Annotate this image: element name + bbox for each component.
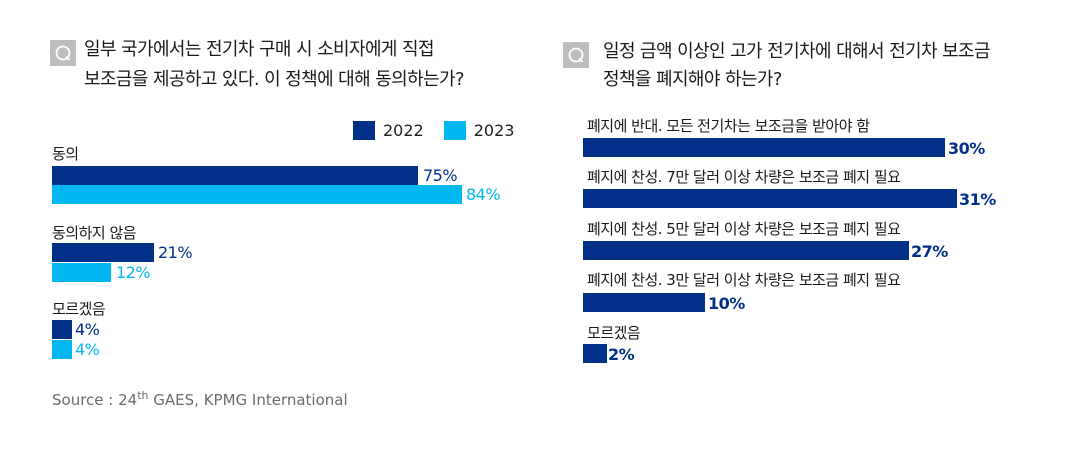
value-agree-2022: 75% <box>423 166 458 185</box>
source-suffix: GAES, KPMG International <box>148 391 348 409</box>
source-prefix: Source : 24 <box>52 391 138 409</box>
q-icon <box>55 45 71 61</box>
value-dont-know: 2% <box>608 345 635 364</box>
value-disagree-2022: 21% <box>158 243 193 262</box>
item-label-dont-know: 모르겠음 <box>587 324 641 342</box>
question-text-line2: 보조금을 제공하고 있다. 이 정책에 대해 동의하는가? <box>84 69 465 90</box>
value-70k: 31% <box>959 190 996 209</box>
value-disagree-2023: 12% <box>116 263 151 282</box>
question-badge <box>563 42 589 68</box>
bar-disagree-2023 <box>52 263 111 282</box>
question-text-line1: 일정 금액 이상인 고가 전기차에 대해서 전기차 보조금 <box>603 41 991 62</box>
value-50k: 27% <box>911 242 948 261</box>
bar-dont-know-2022 <box>52 320 72 339</box>
legend-item-2022: 2022 <box>353 121 424 140</box>
right-chart-panel: 일정 금액 이상인 고가 전기차에 대해서 전기차 보조금 정책을 폐지해야 하… <box>540 0 1080 456</box>
source-superscript: th <box>137 389 149 402</box>
category-label-disagree: 동의하지 않음 <box>52 224 137 242</box>
item-label-70k: 폐지에 찬성. 7만 달러 이상 차량은 보조금 폐지 필요 <box>587 168 901 186</box>
value-oppose: 30% <box>948 139 985 158</box>
legend-swatch-2022 <box>353 121 375 140</box>
value-dont-know-2022: 4% <box>75 320 100 339</box>
bar-disagree-2022 <box>52 243 154 262</box>
legend-label-2022: 2022 <box>383 121 424 140</box>
bar-50k <box>583 241 909 260</box>
left-chart-panel: 일부 국가에서는 전기차 구매 시 소비자에게 직접 보조금을 제공하고 있다.… <box>50 39 534 409</box>
item-label-50k: 폐지에 찬성. 5만 달러 이상 차량은 보조금 폐지 필요 <box>587 220 901 238</box>
source-note: Source : 24th GAES, KPMG International <box>52 389 348 409</box>
bar-agree-2022 <box>52 166 418 185</box>
item-label-oppose: 폐지에 반대. 모든 전기차는 보조금을 받아야 함 <box>587 117 870 135</box>
category-label-dont-know: 모르겠음 <box>52 300 106 318</box>
legend-item-2023: 2023 <box>443 121 515 140</box>
value-agree-2023: 84% <box>466 185 501 204</box>
legend: 2022 2023 <box>353 121 534 140</box>
question-text-line1: 일부 국가에서는 전기차 구매 시 소비자에게 직접 <box>84 39 435 60</box>
bar-dont-know-2023 <box>52 340 72 359</box>
item-label-30k: 폐지에 찬성. 3만 달러 이상 차량은 보조금 폐지 필요 <box>587 271 901 289</box>
bar-dont-know <box>583 344 607 363</box>
legend-label-2023: 2023 <box>473 121 515 140</box>
q-icon <box>568 47 584 63</box>
bar-oppose <box>583 138 945 157</box>
bar-70k <box>583 189 957 208</box>
bar-agree-2023 <box>52 185 462 204</box>
question-badge <box>50 40 76 66</box>
category-label-agree: 동의 <box>52 145 79 163</box>
question-text-line2: 정책을 폐지해야 하는가? <box>603 69 782 90</box>
legend-swatch-2023 <box>443 121 466 140</box>
value-30k: 10% <box>708 294 745 313</box>
value-dont-know-2023: 4% <box>75 340 100 359</box>
bar-30k <box>583 293 705 312</box>
